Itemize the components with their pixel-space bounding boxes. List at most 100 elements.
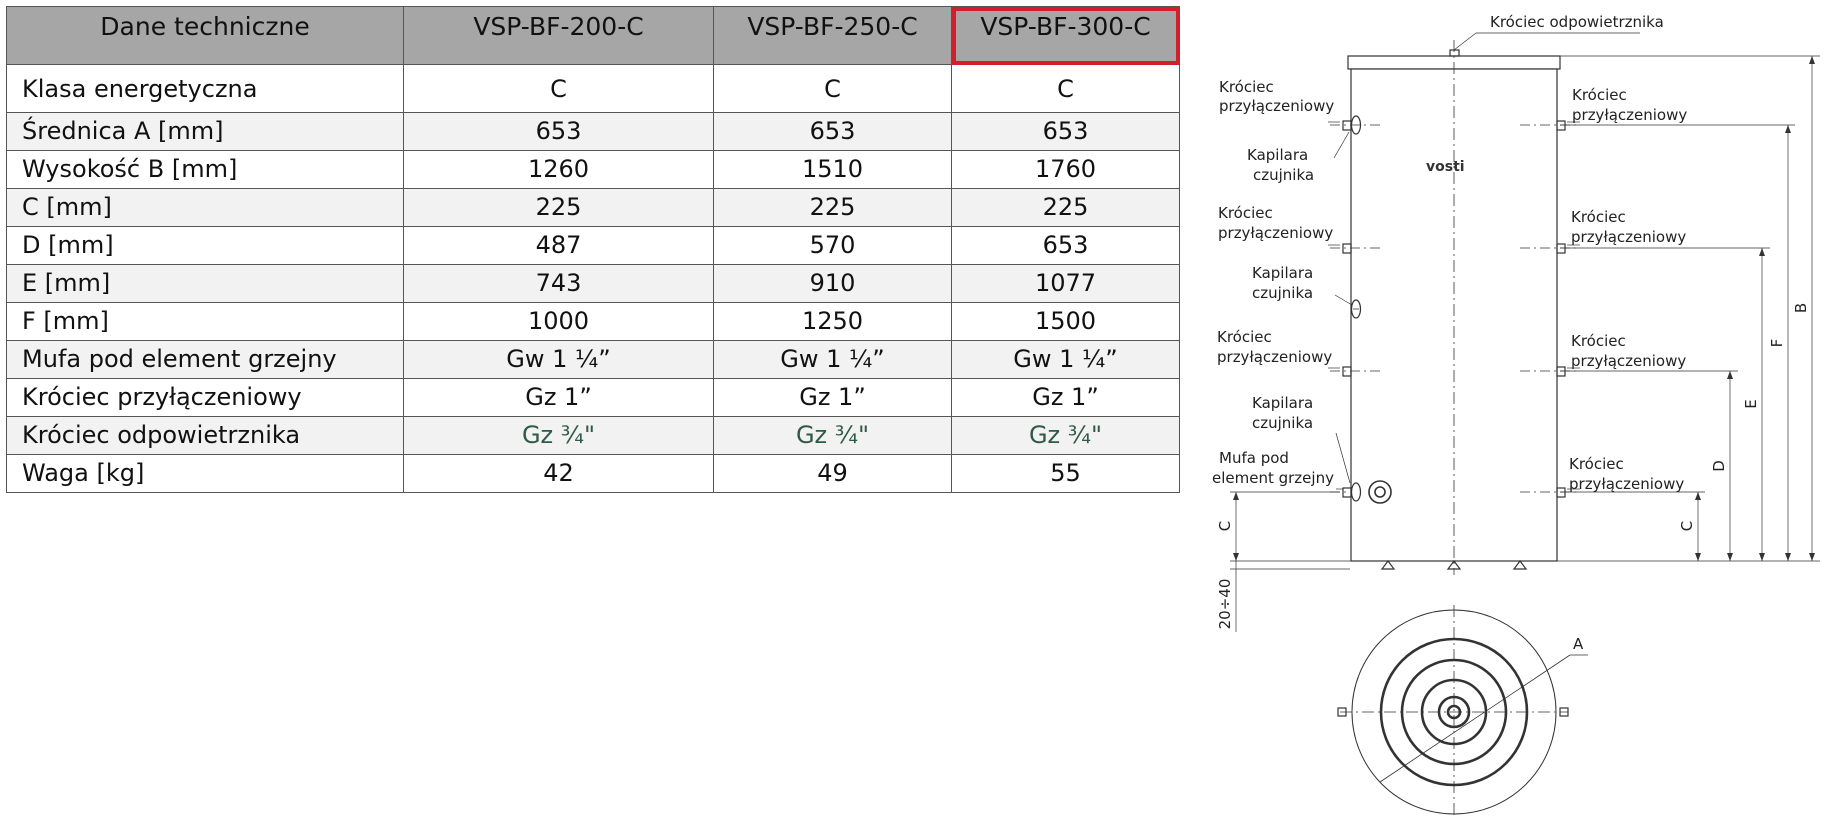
header-model-250: VSP-BF-250-C xyxy=(713,6,952,65)
cell-value: 55 xyxy=(951,454,1180,493)
table-row: Średnica A [mm] 653 653 653 xyxy=(6,112,1180,151)
dimension-label-c-right: C xyxy=(1678,521,1696,531)
dimension-label-e: E xyxy=(1742,399,1760,408)
cell-value: C xyxy=(951,64,1180,113)
dimension-label-a: A xyxy=(1573,635,1584,653)
cell-value: 910 xyxy=(713,264,952,303)
cell-value: 653 xyxy=(951,226,1180,265)
right-nozzle-icon xyxy=(1556,120,1566,131)
cell-value: 1000 xyxy=(403,302,714,341)
table-row: D [mm] 487 570 653 xyxy=(6,226,1180,265)
cell-value: Gz 1” xyxy=(403,378,714,417)
dimension-label-b: B xyxy=(1792,303,1810,313)
right-nozzle-icon xyxy=(1556,487,1566,498)
left-nozzle-icon xyxy=(1342,366,1352,377)
dimension-label-c-left: C xyxy=(1216,521,1234,531)
label-right-nozzle-2-line2: przyłączeniowy xyxy=(1571,228,1686,246)
heating-element-flange-icon xyxy=(1368,480,1392,504)
left-nozzle-icon xyxy=(1342,243,1352,254)
cell-value: 570 xyxy=(713,226,952,265)
label-heater-socket-line1: Mufa pod xyxy=(1219,449,1289,467)
header-model-300-highlighted: VSP-BF-300-C xyxy=(951,6,1180,65)
label-right-nozzle-1-line1: Króciec xyxy=(1572,86,1627,104)
heater-socket-icon xyxy=(1342,487,1352,498)
label-right-nozzle-4-line1: Króciec xyxy=(1569,455,1624,473)
row-label: C [mm] xyxy=(6,188,404,227)
sensor-capillary-icon xyxy=(1350,299,1362,319)
label-left-nozzle-3-line2: przyłączeniowy xyxy=(1217,348,1332,366)
right-nozzle-icon xyxy=(1556,243,1566,254)
cell-value: 42 xyxy=(403,454,714,493)
row-label: Waga [kg] xyxy=(6,454,404,493)
table-row: Króciec przyłączeniowy Gz 1” Gz 1” Gz 1” xyxy=(6,378,1180,417)
technical-data-table: Dane techniczne VSP-BF-200-C VSP-BF-250-… xyxy=(6,6,1180,493)
cell-value: 1510 xyxy=(713,150,952,189)
cell-value: 1260 xyxy=(403,150,714,189)
cell-value: 1500 xyxy=(951,302,1180,341)
label-capillary-3-line1: Kapilara xyxy=(1252,394,1313,412)
dimension-label-f: F xyxy=(1768,339,1786,348)
row-label: Średnica A [mm] xyxy=(6,112,404,151)
row-label: Króciec przyłączeniowy xyxy=(6,378,404,417)
table-row: Wysokość B [mm] 1260 1510 1760 xyxy=(6,150,1180,189)
cell-value: 653 xyxy=(403,112,714,151)
tank-foot-icon xyxy=(1446,560,1462,570)
cell-value: 225 xyxy=(403,188,714,227)
label-right-nozzle-2-line1: Króciec xyxy=(1571,208,1626,226)
cell-value: 653 xyxy=(713,112,952,151)
cell-value: 743 xyxy=(403,264,714,303)
cell-value: 49 xyxy=(713,454,952,493)
dimension-line-a xyxy=(1379,654,1571,783)
table-header-row: Dane techniczne VSP-BF-200-C VSP-BF-250-… xyxy=(6,6,1180,65)
dimension-label-feet: 20÷40 xyxy=(1216,579,1234,630)
table-row: Klasa energetyczna C C C xyxy=(6,64,1180,113)
vent-nozzle-icon xyxy=(1449,49,1460,57)
cell-value: Gz 1” xyxy=(951,378,1180,417)
cell-value: Gz ¾" xyxy=(951,416,1180,455)
label-heater-socket-line2: element grzejny xyxy=(1212,469,1334,487)
row-label: Wysokość B [mm] xyxy=(6,150,404,189)
label-vent-nozzle: Króciec odpowietrznika xyxy=(1490,13,1664,31)
label-left-nozzle-3-line1: Króciec xyxy=(1217,328,1272,346)
label-right-nozzle-3-line1: Króciec xyxy=(1571,332,1626,350)
table-row: E [mm] 743 910 1077 xyxy=(6,264,1180,303)
row-label: F [mm] xyxy=(6,302,404,341)
label-capillary-3-line2: czujnika xyxy=(1252,414,1313,432)
header-dane-techniczne: Dane techniczne xyxy=(6,6,404,65)
cell-value: Gz 1” xyxy=(713,378,952,417)
table-row: Króciec odpowietrznika Gz ¾" Gz ¾" Gz ¾" xyxy=(6,416,1180,455)
dimension-label-d: D xyxy=(1710,460,1728,472)
cell-value: 1250 xyxy=(713,302,952,341)
right-nozzle-icon xyxy=(1556,366,1566,377)
row-label: D [mm] xyxy=(6,226,404,265)
row-label: Klasa energetyczna xyxy=(6,64,404,113)
label-left-nozzle-1-line1: Króciec xyxy=(1219,78,1274,96)
row-label: Mufa pod element grzejny xyxy=(6,340,404,379)
cell-value: Gw 1 ¼” xyxy=(713,340,952,379)
cell-value: Gw 1 ¼” xyxy=(951,340,1180,379)
label-capillary-2-line2: czujnika xyxy=(1252,284,1313,302)
tank-foot-icon xyxy=(1512,560,1528,570)
cell-value: 653 xyxy=(951,112,1180,151)
cell-value: C xyxy=(403,64,714,113)
header-model-200: VSP-BF-200-C xyxy=(403,6,714,65)
label-capillary-1-line2: czujnika xyxy=(1253,166,1314,184)
tank-technical-drawing: vosti Króciec odpowietrznika Króciec prz… xyxy=(1212,13,1820,818)
label-right-nozzle-1-line2: przyłączeniowy xyxy=(1572,106,1687,124)
sensor-capillary-icon xyxy=(1350,482,1362,502)
label-left-nozzle-2-line2: przyłączeniowy xyxy=(1218,224,1333,242)
left-nozzle-icon xyxy=(1342,120,1352,131)
label-capillary-2-line1: Kapilara xyxy=(1252,264,1313,282)
cell-value: Gz ¾" xyxy=(403,416,714,455)
table-row: Waga [kg] 42 49 55 xyxy=(6,454,1180,493)
row-label: E [mm] xyxy=(6,264,404,303)
tank-foot-icon xyxy=(1380,560,1396,570)
table-row: C [mm] 225 225 225 xyxy=(6,188,1180,227)
label-right-nozzle-3-line2: przyłączeniowy xyxy=(1571,352,1686,370)
cell-value: 1760 xyxy=(951,150,1180,189)
label-left-nozzle-2-line1: Króciec xyxy=(1218,204,1273,222)
cell-value: Gz ¾" xyxy=(713,416,952,455)
row-label: Króciec odpowietrznika xyxy=(6,416,404,455)
label-capillary-1-line1: Kapilara xyxy=(1247,146,1308,164)
cell-value: C xyxy=(713,64,952,113)
